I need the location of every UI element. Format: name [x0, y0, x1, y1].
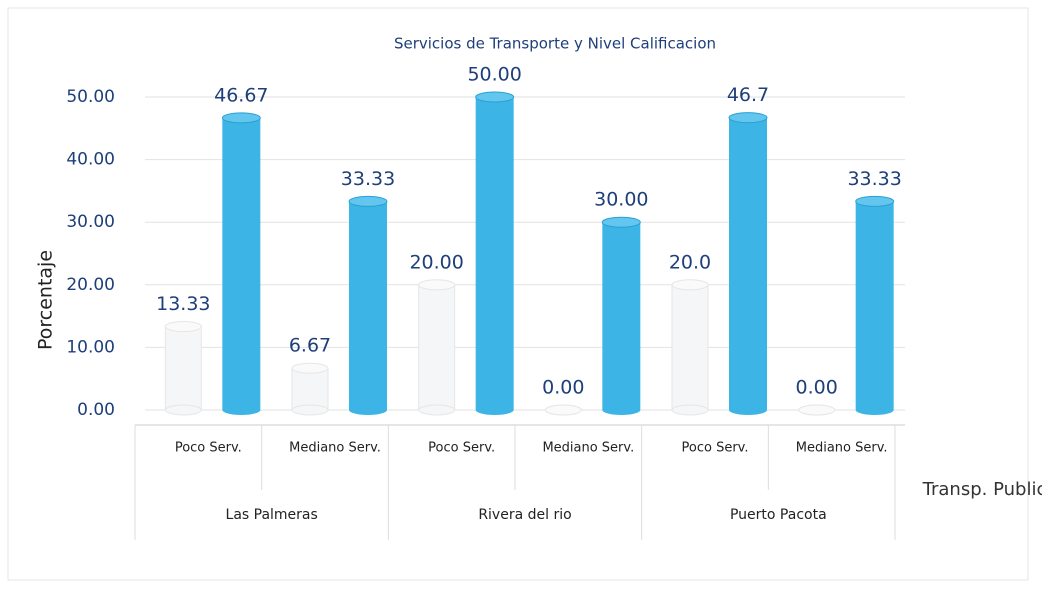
group-label: Puerto Pacota — [730, 507, 827, 523]
value-label: 30.00 — [594, 189, 648, 211]
x-tick-label: Mediano Serv. — [542, 441, 634, 456]
x-tick-label: Mediano Serv. — [289, 441, 381, 456]
chart-title: Servicios de Transporte y Nivel Califica… — [394, 35, 716, 53]
bar-body — [291, 367, 329, 411]
value-label: 20.0 — [669, 251, 711, 273]
y-tick-label: 30.00 — [66, 212, 115, 232]
bar — [728, 112, 768, 415]
bar-top — [291, 362, 329, 374]
bar-top — [855, 195, 895, 207]
bar-body — [164, 326, 202, 411]
bar-top — [221, 112, 261, 124]
bar-base — [855, 405, 894, 415]
x-tick-label: Poco Serv. — [682, 441, 749, 456]
bar-base — [349, 405, 387, 415]
bar — [544, 404, 582, 416]
bar — [164, 321, 202, 416]
bar-base — [729, 405, 767, 415]
x-tick-label: Mediano Serv. — [796, 441, 888, 456]
value-label: 20.00 — [409, 251, 463, 273]
bar-top — [348, 195, 388, 207]
y-tick-label: 0.00 — [77, 400, 115, 420]
value-label: 50.00 — [467, 64, 521, 86]
bar-body — [349, 201, 387, 410]
bar-top — [475, 91, 515, 103]
bar-base — [418, 404, 456, 416]
x-tick-label: Poco Serv. — [428, 441, 495, 456]
bar-body — [671, 284, 709, 411]
x-tick-label: Poco Serv. — [175, 441, 242, 456]
bar — [475, 91, 515, 415]
value-label: 46.7 — [727, 84, 769, 106]
legend-label: Transp. Publico — [922, 479, 1042, 500]
bar-body — [222, 117, 261, 411]
value-label: 33.33 — [341, 168, 395, 190]
bar-top — [798, 404, 836, 416]
y-tick-label: 40.00 — [66, 150, 115, 170]
y-tick-label: 50.00 — [66, 87, 115, 107]
value-label: 6.67 — [289, 335, 331, 357]
bar — [291, 362, 329, 416]
value-label: 0.00 — [796, 377, 838, 399]
bar-top — [728, 112, 768, 124]
bar-top — [671, 279, 709, 291]
bar-top — [164, 321, 202, 333]
bar-top — [544, 404, 582, 416]
bar-body — [418, 284, 456, 411]
bar-body — [855, 201, 894, 410]
group-label: Las Palmeras — [226, 507, 318, 523]
bar-base — [475, 405, 514, 415]
bar — [221, 112, 261, 415]
bar — [855, 195, 895, 415]
bar-body — [475, 97, 514, 410]
bar-base — [222, 405, 261, 415]
bar-top — [601, 216, 641, 228]
bar-base — [291, 404, 329, 416]
bar-base — [602, 405, 641, 415]
bar-top — [418, 279, 456, 291]
y-axis-label: Porcentaje — [35, 250, 57, 350]
bar-body — [729, 117, 767, 411]
bar — [418, 279, 456, 416]
bar-body — [602, 222, 641, 410]
value-label: 33.33 — [847, 168, 901, 190]
value-label: 0.00 — [542, 377, 584, 399]
group-label: Rivera del rio — [478, 507, 571, 523]
bar — [798, 404, 836, 416]
y-tick-label: 20.00 — [66, 275, 115, 295]
bar — [601, 216, 641, 415]
bar — [348, 195, 388, 415]
value-label: 46.67 — [214, 84, 268, 106]
value-label: 13.33 — [156, 293, 210, 315]
bar-base — [671, 404, 709, 416]
y-tick-label: 10.00 — [66, 337, 115, 357]
bar-base — [164, 404, 202, 416]
bar — [671, 279, 709, 416]
